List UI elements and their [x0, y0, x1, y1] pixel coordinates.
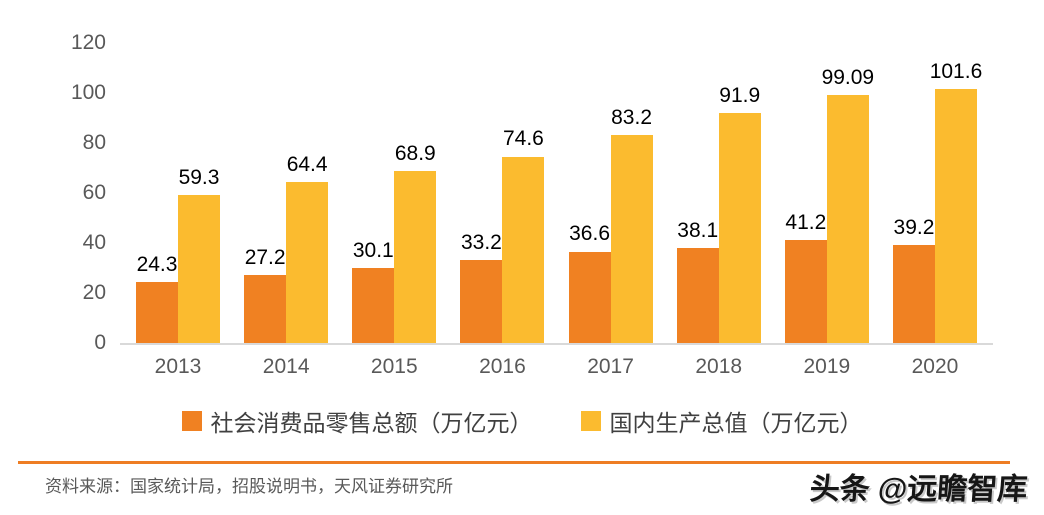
- bar: 59.3: [178, 166, 220, 343]
- bar: 39.2: [892, 216, 935, 343]
- bar-group-2014: 27.2 64.4 2014: [244, 43, 329, 378]
- bar-value-label: 64.4: [286, 152, 328, 176]
- x-tick-label: 2015: [370, 355, 418, 378]
- bar-value-label: 101.6: [929, 59, 983, 83]
- plot-area: 0 20 40 60 80 100 120 24.3 59.3 2013 27.2 64.4 2014…: [71, 31, 993, 378]
- y-tick-label: 80: [82, 131, 106, 154]
- bar: 33.2: [460, 231, 503, 343]
- bar-value-label: 59.3: [178, 165, 220, 189]
- y-tick-label: 0: [94, 331, 106, 354]
- legend: 社会消费品零售总额（万亿元） 国内生产总值（万亿元）: [0, 404, 1044, 438]
- bar-group-2013: 24.3 59.3 2013: [136, 43, 220, 378]
- watermark: 头条 @远瞻智库: [809, 473, 1029, 506]
- bar-group-2019: 41.2 99.09 2019: [784, 43, 874, 378]
- bar-value-label: 33.2: [460, 230, 502, 254]
- bar-group-2015: 30.1 68.9 2015: [352, 43, 437, 378]
- footer-divider: [18, 461, 1010, 464]
- x-tick-label: 2016: [479, 355, 526, 378]
- bar-value-label: 74.6: [502, 127, 544, 151]
- bar: 30.1: [352, 239, 395, 343]
- bar-group-2016: 33.2 74.6 2016: [460, 43, 545, 378]
- x-tick-label: 2017: [587, 355, 634, 378]
- bar: 83.2: [610, 106, 653, 343]
- y-tick-label: 40: [82, 231, 106, 254]
- bar: 27.2: [244, 246, 287, 343]
- bar-value-label: 99.09: [821, 66, 875, 90]
- bar-value-label: 39.2: [893, 215, 935, 239]
- bar: 101.6: [930, 60, 982, 343]
- bar-value-label: 27.2: [244, 245, 286, 269]
- bar-value-label: 24.3: [136, 253, 178, 277]
- bar: 68.9: [394, 142, 437, 343]
- x-tick-label: 2018: [695, 355, 743, 378]
- x-tick-label: 2019: [803, 355, 851, 378]
- y-tick-label: 100: [70, 81, 106, 104]
- bar-value-label: 91.9: [719, 84, 761, 108]
- bar: 64.4: [286, 153, 329, 343]
- legend-label: 社会消费品零售总额（万亿元）: [210, 410, 533, 436]
- bar-value-label: 41.2: [785, 210, 827, 234]
- bar: 24.3: [136, 253, 178, 343]
- bar-value-label: 83.2: [611, 105, 652, 129]
- x-tick-label: 2014: [262, 355, 310, 378]
- bar: 74.6: [502, 127, 545, 343]
- y-tick-label: 20: [82, 281, 106, 304]
- bar-groups: 24.3 59.3 2013 27.2 64.4 2014 30.1 68.9 2015 33.2…: [120, 43, 993, 378]
- bar: 99.09: [822, 66, 874, 343]
- bar-value-label: 68.9: [394, 141, 436, 165]
- legend-swatch-icon: [580, 411, 601, 431]
- legend-label: 国内生产总值（万亿元）: [609, 410, 863, 436]
- bar-value-label: 30.1: [352, 238, 394, 262]
- x-tick-label: 2013: [154, 355, 202, 378]
- source-note: 资料来源：国家统计局，招股说明书，天风证券研究所: [45, 477, 453, 496]
- bar-value-label: 38.1: [677, 218, 719, 242]
- bar-group-2018: 38.1 91.9 2018: [676, 43, 761, 378]
- bar: 91.9: [718, 84, 761, 343]
- bar: 41.2: [784, 211, 827, 343]
- x-tick-label: 2020: [911, 355, 959, 378]
- y-tick-label: 120: [70, 31, 106, 54]
- legend-item: 社会消费品零售总额（万亿元）: [181, 404, 533, 438]
- legend-item: 国内生产总值（万亿元）: [580, 404, 863, 438]
- bar-group-2017: 36.6 83.2 2017: [568, 43, 653, 378]
- bar: 38.1: [676, 219, 719, 343]
- bar: 36.6: [568, 222, 611, 343]
- legend-swatch-icon: [181, 411, 202, 431]
- y-tick-label: 60: [82, 181, 106, 204]
- bar-value-label: 36.6: [569, 222, 610, 246]
- bar-group-2020: 39.2 101.6 2020: [892, 43, 982, 378]
